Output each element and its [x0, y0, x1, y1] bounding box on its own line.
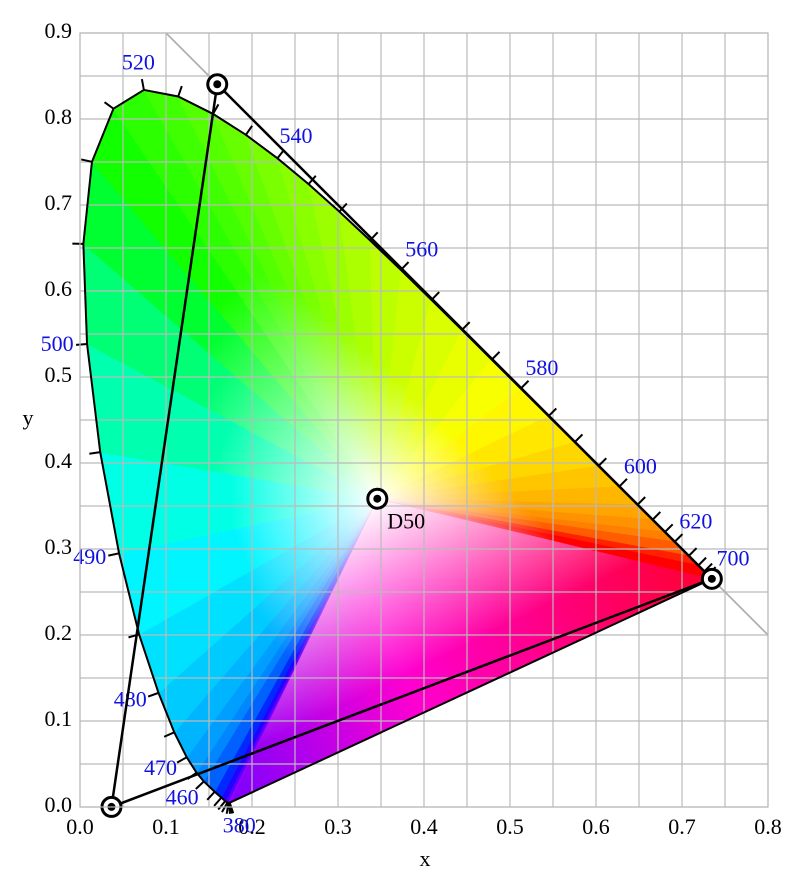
wavelength-label: 540: [279, 123, 312, 148]
y-tick-label: 0.5: [45, 362, 73, 387]
primary-point-dot: [707, 574, 716, 583]
x-tick-label: 0.5: [496, 814, 524, 839]
wavelength-label: 600: [624, 453, 657, 478]
gamut-fill: [82, 89, 714, 804]
wavelength-tick: [520, 380, 530, 390]
wavelength-tick: [245, 125, 253, 136]
wavelength-tick: [547, 407, 557, 417]
wavelength-tick: [688, 547, 698, 557]
y-tick-label: 0.2: [45, 620, 73, 645]
y-tick-label: 0.3: [45, 534, 73, 559]
y-axis-label: y: [23, 405, 34, 430]
wavelength-tick: [636, 496, 646, 506]
wavelength-tick: [618, 478, 628, 488]
wavelength-tick: [140, 78, 145, 91]
wavelength-label: 500: [41, 331, 74, 356]
wavelength-tick: [664, 523, 674, 533]
wavelength-label: 460: [166, 784, 199, 809]
x-tick-label: 0.2: [238, 814, 266, 839]
wavelength-tick: [76, 342, 88, 346]
y-tick-label: 0.8: [45, 104, 73, 129]
wavelength-tick: [225, 802, 230, 814]
y-tick-label: 0.0: [45, 792, 73, 817]
y-tick-label: 0.6: [45, 276, 73, 301]
x-tick-label: 0.8: [754, 814, 782, 839]
x-axis-label: x: [420, 846, 431, 871]
wavelength-tick: [651, 511, 662, 521]
wavelength-tick: [147, 691, 159, 698]
wavelength-tick: [177, 85, 183, 97]
primary-point-dot: [213, 80, 222, 89]
wavelength-label: 520: [122, 49, 155, 74]
wavelength-label: 480: [114, 687, 147, 712]
wavelength-tick: [213, 796, 223, 807]
wavelength-tick: [338, 202, 348, 213]
wavelength-tick: [108, 552, 120, 557]
gamut-triangle: [109, 81, 715, 809]
x-tick-label: 0.0: [66, 814, 94, 839]
y-tick-label: 0.9: [45, 18, 73, 43]
wavelength-tick: [217, 800, 227, 811]
y-tick-label: 0.1: [45, 706, 73, 731]
white-point-label: D50: [387, 509, 425, 534]
x-tick-label: 0.1: [152, 814, 180, 839]
wavelength-tick: [673, 533, 684, 543]
wavelength-label: 700: [717, 546, 750, 571]
wavelength-label: 380: [223, 812, 256, 837]
x-tick-label: 0.3: [324, 814, 352, 839]
wavelength-tick: [163, 731, 175, 738]
y-tick-label: 0.4: [45, 448, 73, 473]
wavelength-tick: [103, 101, 115, 110]
wavelength-label: 470: [144, 755, 177, 780]
wavelength-tick: [573, 433, 584, 443]
gamut-fill-segment: [229, 498, 712, 803]
wavelength-tick: [195, 780, 205, 790]
wavelength-tick: [697, 556, 707, 567]
plot-frame: [79, 32, 769, 808]
x-tick-label: 0.4: [410, 814, 438, 839]
wavelength-label: 560: [405, 236, 438, 261]
wavelength-tick: [597, 457, 607, 467]
wavelength-label: 490: [73, 544, 106, 569]
wavelength-tick: [89, 451, 101, 455]
wavelength-tick: [228, 802, 231, 814]
wavelength-tick: [80, 158, 93, 163]
x-tick-label: 0.7: [668, 814, 696, 839]
wavelength-tick: [206, 791, 216, 801]
y-tick-label: 0.7: [45, 190, 73, 215]
white-point-dot: [373, 494, 382, 503]
x-tick-label: 0.6: [582, 814, 610, 839]
wavelength-label: 580: [525, 355, 558, 380]
wavelength-tick: [176, 756, 188, 764]
wavelength-label: 620: [679, 508, 712, 533]
